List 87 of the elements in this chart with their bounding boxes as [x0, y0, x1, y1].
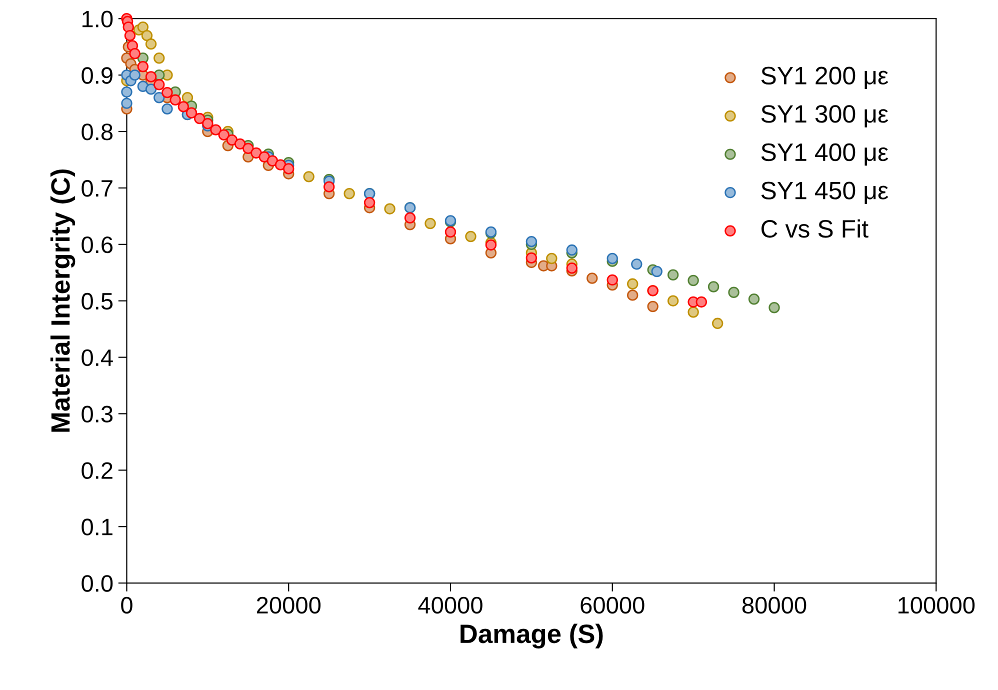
point [546, 252, 558, 264]
point [194, 112, 206, 124]
point [651, 266, 662, 278]
point [404, 212, 416, 224]
point [283, 163, 294, 174]
x-tick-label: 60000 [580, 596, 644, 614]
point [274, 159, 286, 170]
point [154, 92, 165, 104]
point [170, 94, 181, 106]
point [323, 181, 335, 192]
y-tick-label: 0.4 [82, 349, 113, 366]
point [129, 48, 140, 60]
point [162, 86, 173, 98]
point [627, 278, 638, 290]
point [344, 188, 355, 200]
point [137, 61, 149, 72]
point [145, 84, 157, 95]
point [121, 98, 132, 109]
point [154, 52, 165, 64]
point [485, 239, 497, 251]
point [384, 203, 396, 214]
point [444, 226, 456, 238]
point [647, 300, 658, 312]
point [424, 218, 436, 230]
point [526, 236, 538, 248]
x-tick-label: 80000 [742, 596, 806, 614]
point [627, 290, 638, 301]
point [242, 142, 254, 154]
point [141, 30, 153, 42]
point [566, 244, 578, 256]
y-tick-label: 0.2 [82, 462, 112, 479]
y-tick-label: 0.0 [82, 575, 113, 592]
legend-label: SY1 450 με [761, 182, 888, 204]
y-tick-label: 0.8 [82, 124, 113, 140]
legend-label: SY1 300 με [761, 105, 888, 128]
point [696, 296, 708, 308]
point [154, 79, 165, 90]
point [178, 101, 190, 112]
point [606, 274, 618, 286]
x-axis-title: Damage (S) [460, 624, 603, 649]
point [162, 103, 173, 115]
point [145, 38, 157, 50]
y-tick-label: 0.3 [82, 406, 113, 423]
point [526, 252, 538, 264]
point [566, 262, 578, 274]
point [210, 124, 222, 136]
point [137, 21, 149, 33]
point [712, 318, 724, 330]
point [606, 252, 618, 264]
y-tick-label: 0.1 [82, 518, 112, 536]
legend-label: SY1 400 με [761, 143, 888, 166]
y-tick-label: 0.6 [82, 236, 113, 254]
point [303, 171, 314, 182]
y-axis-title: Material Intergrity (C) [50, 169, 76, 432]
point [364, 197, 376, 208]
point [768, 302, 780, 314]
point [728, 286, 740, 298]
point [667, 295, 679, 306]
x-tick-label: 40000 [418, 596, 482, 614]
point [708, 281, 720, 292]
point [226, 134, 238, 146]
point [258, 151, 270, 163]
point [124, 30, 136, 42]
point [688, 274, 699, 286]
point [631, 258, 642, 270]
y-tick-label: 0.7 [82, 180, 112, 197]
point [218, 129, 230, 141]
point [465, 230, 476, 242]
legend-label: C vs S Fit [761, 219, 868, 238]
point [250, 147, 262, 159]
point [186, 107, 198, 118]
x-tick-label: 0 [121, 596, 132, 614]
y-tick-label: 0.5 [82, 292, 113, 310]
point [667, 269, 679, 280]
point [145, 71, 157, 82]
point [688, 306, 699, 318]
point [266, 155, 278, 166]
point [234, 138, 246, 150]
point [121, 86, 132, 98]
x-tick-label: 20000 [256, 596, 321, 614]
legend-label: SY1 200 με [761, 66, 888, 90]
x-tick-label: 100000 [898, 596, 975, 614]
point [748, 294, 760, 305]
y-tick-label: 1.0 [82, 10, 113, 28]
point [129, 69, 140, 81]
y-tick-label: 0.9 [82, 67, 112, 84]
point [586, 272, 598, 284]
